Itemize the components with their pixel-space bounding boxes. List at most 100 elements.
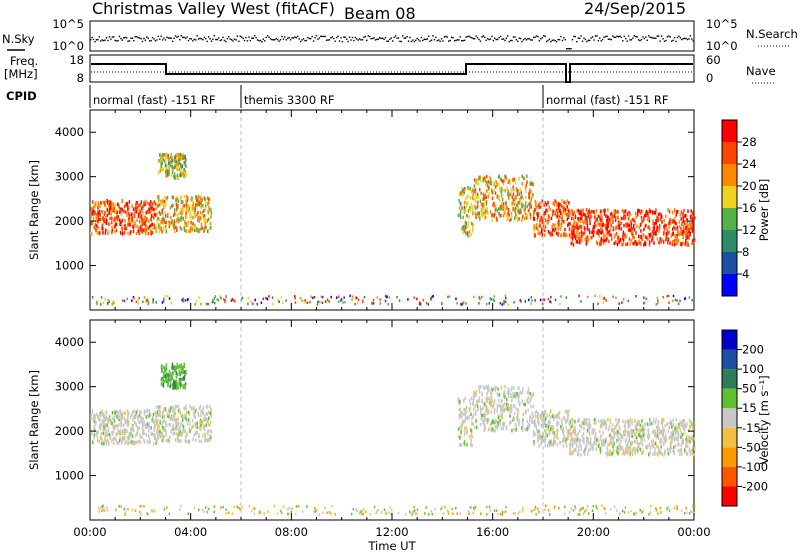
range-cell: [674, 234, 676, 238]
range-cell: [324, 506, 326, 510]
range-cell: [183, 415, 186, 420]
range-cell: [549, 427, 552, 432]
freq-panel: [89, 54, 695, 83]
range-cell: [470, 433, 473, 437]
range-cell: [152, 207, 154, 211]
range-cell: [136, 431, 139, 435]
range-cell: [105, 417, 108, 421]
range-cell: [647, 436, 650, 440]
nsky-point: [660, 35, 663, 37]
range-cell: [677, 429, 679, 434]
range-cell: [555, 434, 558, 438]
range-cell: [600, 419, 602, 423]
range-cell: [474, 411, 477, 416]
nsky-point: [298, 38, 300, 40]
nsky-point: [219, 39, 221, 42]
range-cell: [92, 200, 94, 204]
range-cell: [515, 196, 517, 200]
range-cell: [501, 194, 503, 198]
range-cell: [564, 418, 567, 422]
range-cell: [174, 382, 176, 387]
range-cell: [626, 451, 628, 455]
range-cell: [114, 229, 116, 234]
range-cell: [159, 429, 161, 434]
range-cell: [593, 421, 596, 425]
range-cell: [480, 191, 482, 196]
range-cell: [104, 427, 107, 431]
range-cell: [676, 507, 678, 511]
range-cell: [510, 188, 512, 192]
range-cell: [590, 214, 592, 218]
range-cell: [580, 224, 583, 229]
range-cell: [574, 432, 577, 437]
range-cell: [556, 432, 559, 436]
range-cell: [566, 415, 569, 420]
range-cell: [673, 438, 676, 442]
range-cell: [678, 442, 680, 447]
range-cell: [105, 218, 108, 222]
nsky-point: [427, 35, 430, 37]
range-cell: [163, 206, 165, 210]
range-cell: [140, 200, 143, 204]
nsky-point: [281, 35, 283, 38]
range-cell: [123, 224, 125, 229]
range-cell: [659, 506, 662, 510]
range-cell: [648, 216, 651, 220]
range-cell: [544, 416, 547, 421]
range-cell: [207, 302, 209, 306]
range-cell: [141, 214, 144, 218]
range-cell: [600, 236, 603, 241]
range-cell: [210, 429, 213, 434]
range-cell: [519, 208, 522, 212]
range-cell: [573, 234, 576, 239]
range-cell: [106, 416, 109, 421]
range-cell: [159, 421, 161, 425]
range-cell: [501, 513, 504, 516]
range-cell: [482, 420, 484, 424]
range-cell: [481, 202, 484, 207]
range-cell: [538, 224, 541, 228]
range-cell: [521, 182, 524, 186]
range-cell: [208, 197, 211, 201]
range-cell: [103, 427, 106, 432]
range-cell: [540, 413, 542, 418]
range-cell: [601, 443, 603, 447]
range-cell: [121, 413, 123, 417]
range-cell: [134, 509, 137, 512]
range-cell: [196, 215, 199, 219]
range-cell: [263, 512, 265, 515]
range-cell: [624, 216, 626, 221]
nsky-point: [295, 36, 298, 39]
nsearch-tick-bottom: 10^0: [706, 39, 738, 53]
nsky-point: [325, 39, 328, 42]
range-cell: [424, 512, 426, 515]
range-cell: [163, 428, 165, 432]
range-cell: [557, 225, 560, 230]
range-cell: [686, 422, 688, 426]
range-cell: [459, 435, 461, 440]
range-cell: [93, 426, 95, 430]
range-cell: [465, 196, 467, 200]
range-cell: [655, 418, 658, 422]
range-cell: [625, 224, 627, 229]
range-cell: [517, 209, 519, 213]
range-cell: [164, 374, 167, 378]
range-cell: [172, 223, 175, 227]
range-cell: [101, 509, 103, 512]
range-cell: [194, 431, 197, 435]
range-cell: [668, 209, 671, 214]
range-cell: [680, 423, 682, 428]
range-cell: [325, 301, 328, 304]
range-cell: [494, 428, 496, 433]
range-cell: [159, 153, 161, 157]
range-cell: [92, 207, 94, 212]
range-cell: [619, 239, 621, 243]
range-cell: [265, 296, 267, 300]
range-cell: [173, 378, 175, 383]
range-cell: [127, 435, 130, 440]
range-cell: [474, 178, 476, 182]
range-cell: [571, 451, 574, 455]
range-cell: [175, 422, 177, 427]
range-cell: [655, 507, 657, 510]
range-cell: [208, 197, 210, 202]
